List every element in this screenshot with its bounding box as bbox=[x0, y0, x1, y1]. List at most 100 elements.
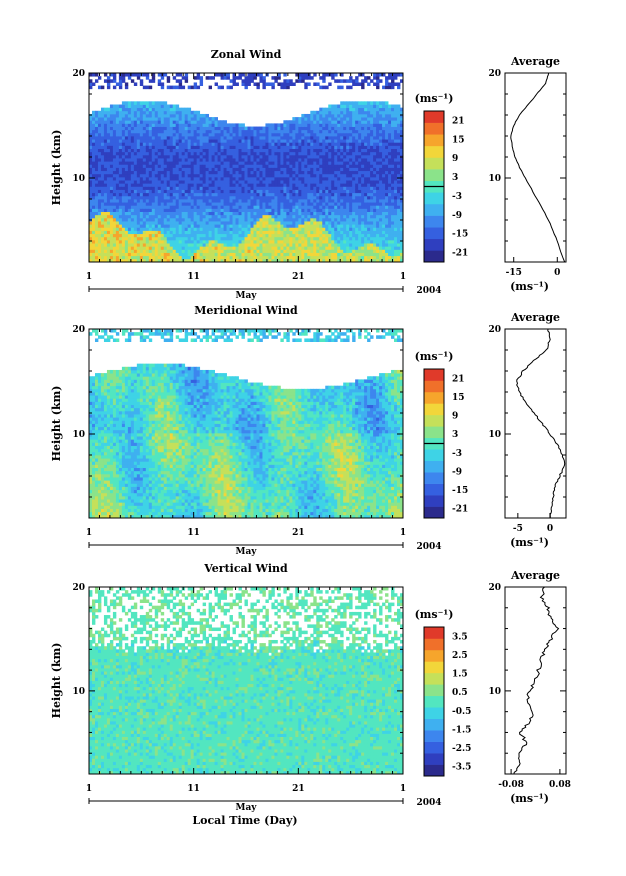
heatmap-cell bbox=[133, 236, 138, 241]
heatmap-cell bbox=[250, 236, 254, 241]
heatmap-cell bbox=[361, 239, 365, 244]
heatmap-cell bbox=[367, 230, 371, 235]
heatmap-cell bbox=[250, 224, 254, 228]
heatmap-cell bbox=[319, 164, 323, 168]
heatmap-cell bbox=[301, 258, 305, 263]
heatmap-cell bbox=[268, 246, 272, 250]
heatmap-cell bbox=[127, 208, 132, 212]
heatmap-cell bbox=[307, 192, 311, 197]
heatmap-cell bbox=[364, 173, 368, 178]
heatmap-cell bbox=[313, 239, 317, 244]
heatmap-cell bbox=[229, 202, 233, 206]
heatmap-cell bbox=[208, 243, 213, 247]
heatmap-cell bbox=[190, 173, 195, 178]
heatmap-cell bbox=[322, 217, 326, 222]
heatmap-cell bbox=[277, 221, 281, 225]
heatmap-cell bbox=[145, 186, 150, 190]
heatmap-cell bbox=[328, 123, 332, 127]
heatmap-cell bbox=[190, 208, 195, 212]
heatmap-cell bbox=[313, 151, 317, 156]
heatmap-cell bbox=[268, 243, 272, 247]
heatmap-cell bbox=[172, 120, 177, 124]
heatmap-cell bbox=[184, 180, 189, 184]
heatmap-cell bbox=[205, 214, 210, 219]
heatmap-cell bbox=[313, 186, 317, 190]
heatmap-cell bbox=[145, 180, 150, 184]
heatmap-cell bbox=[355, 195, 359, 200]
heatmap-cell bbox=[193, 258, 198, 263]
heatmap-cell bbox=[145, 142, 150, 146]
heatmap-cell bbox=[319, 211, 323, 216]
heatmap-cell bbox=[232, 199, 236, 203]
heatmap-cell bbox=[346, 243, 350, 247]
heatmap-cell bbox=[124, 151, 129, 156]
heatmap-cell bbox=[325, 205, 329, 209]
heatmap-cell bbox=[259, 236, 263, 241]
heatmap-cell bbox=[121, 120, 126, 124]
heatmap-cell bbox=[169, 208, 174, 212]
heatmap-cell bbox=[151, 158, 156, 162]
heatmap-cell bbox=[121, 233, 126, 238]
heatmap-cell bbox=[184, 161, 189, 165]
heatmap-cell bbox=[271, 249, 275, 253]
heatmap-cell bbox=[358, 117, 362, 121]
heatmap-cell bbox=[274, 164, 278, 168]
heatmap-cell bbox=[382, 208, 386, 212]
heatmap-cell bbox=[163, 183, 168, 187]
heatmap-cell bbox=[322, 252, 326, 257]
heatmap-cell bbox=[139, 113, 144, 118]
heatmap-cell bbox=[106, 170, 111, 175]
heatmap-cell bbox=[133, 211, 138, 216]
heatmap-cell bbox=[325, 129, 329, 134]
heatmap-cell bbox=[142, 85, 147, 90]
heatmap-cell bbox=[160, 202, 165, 206]
heatmap-cell bbox=[358, 110, 362, 115]
heatmap-cell bbox=[115, 167, 120, 172]
heatmap-cell bbox=[304, 145, 308, 149]
heatmap-cell bbox=[322, 189, 326, 194]
heatmap-cell bbox=[187, 227, 192, 231]
heatmap-cell bbox=[169, 142, 174, 146]
heatmap-cell bbox=[118, 79, 123, 83]
heatmap-cell bbox=[142, 221, 147, 225]
heatmap-cell bbox=[310, 170, 314, 175]
heatmap-cell bbox=[370, 145, 374, 149]
heatmap-cell bbox=[142, 255, 147, 260]
heatmap-cell bbox=[265, 180, 269, 184]
heatmap-cell bbox=[298, 142, 302, 146]
heatmap-cell bbox=[229, 208, 233, 212]
heatmap-cell bbox=[181, 224, 186, 228]
heatmap-cell bbox=[139, 255, 144, 260]
heatmap-cell bbox=[304, 129, 308, 134]
heatmap-cell bbox=[373, 158, 377, 162]
heatmap-cell bbox=[223, 217, 227, 222]
heatmap-cell bbox=[379, 199, 383, 203]
heatmap-cell bbox=[115, 205, 120, 209]
heatmap-cell bbox=[355, 139, 359, 143]
heatmap-cell bbox=[370, 202, 374, 206]
heatmap-cell bbox=[151, 145, 156, 149]
heatmap-cell bbox=[361, 249, 365, 253]
heatmap-cell bbox=[313, 117, 317, 121]
heatmap-cell bbox=[373, 123, 377, 127]
heatmap-cell bbox=[154, 246, 159, 250]
heatmap-cell bbox=[253, 208, 257, 212]
heatmap-cell bbox=[361, 180, 365, 184]
heatmap-cell bbox=[232, 180, 236, 184]
heatmap-cell bbox=[262, 126, 266, 131]
heatmap-cell bbox=[187, 199, 192, 203]
heatmap-cell bbox=[199, 192, 204, 197]
heatmap-cell bbox=[226, 151, 230, 156]
heatmap-cell bbox=[232, 224, 236, 228]
heatmap-cell bbox=[217, 227, 221, 231]
heatmap-cell bbox=[307, 176, 311, 181]
heatmap-cell bbox=[364, 233, 368, 238]
heatmap-cell bbox=[361, 214, 365, 219]
heatmap-cell bbox=[130, 224, 135, 228]
heatmap-cell bbox=[304, 202, 308, 206]
heatmap-cell bbox=[151, 79, 156, 83]
heatmap-cell bbox=[160, 154, 165, 159]
heatmap-cell bbox=[280, 195, 284, 200]
heatmap-cell bbox=[133, 249, 138, 253]
heatmap-cell bbox=[322, 205, 326, 209]
